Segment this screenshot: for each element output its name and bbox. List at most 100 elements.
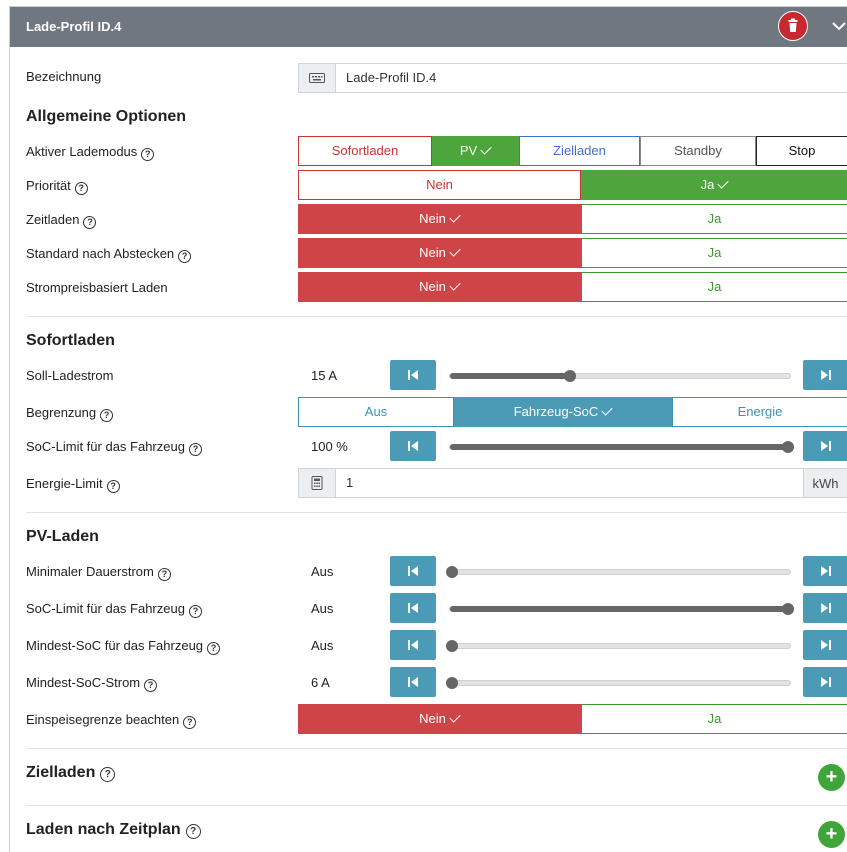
- slider-fill: [450, 444, 788, 450]
- add-zielladen-button[interactable]: +: [818, 764, 845, 791]
- calculator-icon: [298, 468, 336, 498]
- strompreis-group: Nein Ja: [298, 272, 847, 302]
- soc-limit-increase-button[interactable]: [803, 431, 847, 461]
- slider-knob[interactable]: [564, 370, 576, 382]
- help-icon[interactable]: ?: [178, 250, 192, 263]
- help-icon[interactable]: ?: [100, 409, 114, 422]
- mindest-soc-slider[interactable]: [446, 640, 791, 652]
- einspeise-ja-button[interactable]: Ja: [581, 704, 847, 734]
- dauerstrom-decrease-button[interactable]: [390, 556, 436, 586]
- chevron-down-icon[interactable]: [830, 17, 847, 35]
- help-icon[interactable]: ?: [183, 716, 197, 729]
- help-icon[interactable]: ?: [106, 480, 120, 493]
- help-icon[interactable]: ?: [141, 148, 155, 161]
- keyboard-icon: [298, 63, 336, 93]
- soll-label: Soll-Ladestrom: [26, 368, 114, 383]
- einspeise-label: Einspeisegrenze beachten?: [26, 712, 197, 729]
- zielladen-heading[interactable]: Zielladen?: [26, 764, 116, 782]
- mindest-soc-decrease-button[interactable]: [390, 630, 436, 660]
- mindest-strom-slider[interactable]: [446, 677, 791, 689]
- mode-stop-button[interactable]: Stop: [756, 136, 847, 166]
- step-backward-icon: [408, 441, 418, 451]
- standard-label: Standard nach Abstecken?: [26, 246, 192, 263]
- help-icon[interactable]: ?: [74, 182, 88, 195]
- soll-decrease-button[interactable]: [390, 360, 436, 390]
- sofortladen-heading: Sofortladen: [26, 332, 115, 349]
- soc-limit-value: 100 %: [311, 439, 348, 454]
- zeitladen-group: Nein Ja: [298, 204, 847, 234]
- soc-limit-label: SoC-Limit für das Fahrzeug?: [26, 439, 202, 456]
- help-icon[interactable]: ?: [100, 767, 116, 782]
- help-icon[interactable]: ?: [188, 605, 202, 618]
- pv-soc-limit-increase-button[interactable]: [803, 593, 847, 623]
- step-backward-icon: [408, 677, 418, 687]
- mode-sofortladen-button[interactable]: Sofortladen: [298, 136, 432, 166]
- mindest-strom-increase-button[interactable]: [803, 667, 847, 697]
- lademodus-label-text: Aktiver Lademodus: [26, 144, 138, 159]
- einspeise-group: Nein Ja: [298, 704, 847, 734]
- mindest-strom-decrease-button[interactable]: [390, 667, 436, 697]
- slider-knob[interactable]: [446, 566, 458, 578]
- help-icon[interactable]: ?: [188, 443, 202, 456]
- soll-increase-button[interactable]: [803, 360, 847, 390]
- begrenzung-energie-button[interactable]: Energie: [672, 397, 847, 427]
- zeitladen-nein-button[interactable]: Nein: [298, 204, 581, 234]
- step-forward-icon: [821, 566, 831, 576]
- help-icon[interactable]: ?: [144, 679, 158, 692]
- help-icon[interactable]: ?: [185, 824, 201, 839]
- check-icon: [449, 711, 461, 723]
- pv-soc-limit-slider[interactable]: [449, 603, 794, 615]
- begrenzung-label: Begrenzung?: [26, 405, 114, 422]
- begrenzung-group: Aus Fahrzeug-SoC Energie: [298, 397, 847, 427]
- plus-icon: +: [825, 823, 838, 845]
- pv-soc-limit-decrease-button[interactable]: [390, 593, 436, 623]
- begrenzung-aus-button[interactable]: Aus: [298, 397, 454, 427]
- bezeichnung-label: Bezeichnung: [26, 69, 102, 84]
- standard-nein-button[interactable]: Nein: [298, 238, 581, 268]
- prioritaet-ja-button[interactable]: Ja: [581, 170, 847, 200]
- pv-soc-limit-label: SoC-Limit für das Fahrzeug?: [26, 601, 202, 618]
- einspeise-nein-label: Nein: [419, 711, 446, 726]
- strompreis-ja-button[interactable]: Ja: [581, 272, 847, 302]
- mode-zielladen-button[interactable]: Zielladen: [519, 136, 640, 166]
- standard-ja-button[interactable]: Ja: [581, 238, 847, 268]
- slider-knob[interactable]: [446, 677, 458, 689]
- step-backward-icon: [408, 603, 418, 613]
- delete-profile-button[interactable]: [778, 11, 808, 41]
- dauerstrom-label-text: Minimaler Dauerstrom: [26, 564, 154, 579]
- standard-group: Nein Ja: [298, 238, 847, 268]
- help-icon[interactable]: ?: [83, 216, 97, 229]
- zeitplan-heading[interactable]: Laden nach Zeitplan?: [26, 821, 201, 839]
- zeitladen-ja-button[interactable]: Ja: [581, 204, 847, 234]
- zeitladen-label: Zeitladen?: [26, 212, 97, 229]
- strompreis-nein-button[interactable]: Nein: [298, 272, 581, 302]
- card-header[interactable]: Lade-Profil ID.4: [10, 7, 847, 47]
- zielladen-heading-text: Zielladen: [26, 764, 96, 781]
- soc-limit-label-text: SoC-Limit für das Fahrzeug: [26, 439, 185, 454]
- add-zeitplan-button[interactable]: +: [818, 821, 845, 848]
- einspeise-nein-button[interactable]: Nein: [298, 704, 581, 734]
- soc-limit-slider[interactable]: [449, 441, 794, 453]
- slider-knob[interactable]: [446, 640, 458, 652]
- soc-limit-decrease-button[interactable]: [390, 431, 436, 461]
- step-backward-icon: [408, 370, 418, 380]
- slider-knob[interactable]: [782, 603, 794, 615]
- mindest-soc-value: Aus: [311, 638, 334, 653]
- prioritaet-nein-button[interactable]: Nein: [298, 170, 581, 200]
- dauerstrom-increase-button[interactable]: [803, 556, 847, 586]
- mindest-soc-increase-button[interactable]: [803, 630, 847, 660]
- dauerstrom-slider[interactable]: [446, 566, 791, 578]
- begrenzung-fahrzeug-soc-button[interactable]: Fahrzeug-SoC: [454, 397, 672, 427]
- mode-pv-button[interactable]: PV: [432, 136, 519, 166]
- trash-icon: [788, 18, 798, 32]
- check-icon: [449, 279, 461, 291]
- soll-slider[interactable]: [449, 370, 791, 382]
- strompreis-nein-label: Nein: [419, 279, 446, 294]
- help-icon[interactable]: ?: [207, 642, 221, 655]
- energie-input[interactable]: 1: [336, 468, 804, 498]
- mode-standby-button[interactable]: Standby: [640, 136, 756, 166]
- help-icon[interactable]: ?: [157, 568, 171, 581]
- pv-laden-heading: PV-Laden: [26, 528, 99, 545]
- slider-knob[interactable]: [782, 441, 794, 453]
- bezeichnung-input[interactable]: Lade-Profil ID.4: [336, 63, 847, 93]
